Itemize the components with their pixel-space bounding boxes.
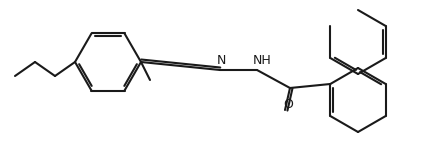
Text: NH: NH	[253, 54, 271, 67]
Text: N: N	[216, 54, 226, 67]
Text: O: O	[283, 98, 293, 111]
